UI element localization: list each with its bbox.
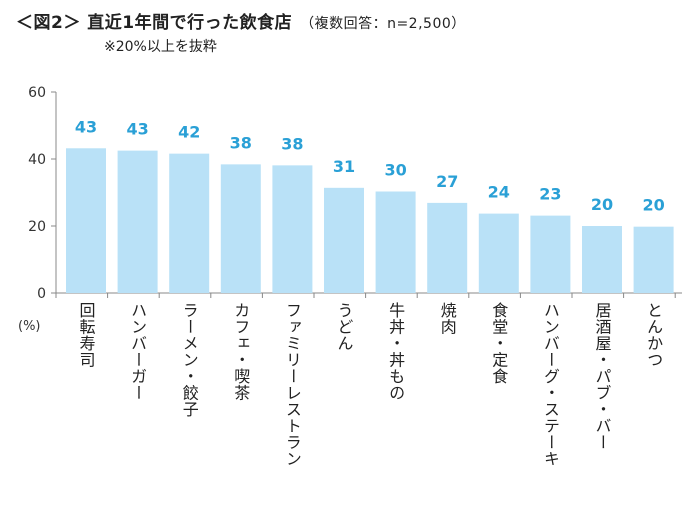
bar bbox=[117, 150, 158, 293]
data-label: 42 bbox=[178, 123, 200, 142]
category-label: ファミリーレストラン bbox=[283, 302, 302, 467]
bar bbox=[582, 226, 622, 293]
data-label: 23 bbox=[539, 185, 561, 204]
bar bbox=[427, 202, 468, 293]
bar bbox=[272, 165, 313, 293]
chart-note: ※20%以上を抜粋 bbox=[104, 39, 217, 55]
y-tick-label: 60 bbox=[28, 85, 46, 101]
bar bbox=[478, 213, 519, 293]
category-label: 居酒屋・パブ・バー bbox=[593, 302, 612, 451]
bar bbox=[66, 148, 106, 293]
bar bbox=[375, 191, 416, 293]
category-label: 焼肉 bbox=[438, 302, 457, 335]
data-label: 30 bbox=[384, 160, 406, 179]
axes: 0 20 40 60 (%) bbox=[18, 85, 682, 334]
y-unit-label: (%) bbox=[18, 319, 41, 334]
y-tick-label: 20 bbox=[28, 219, 46, 235]
category-label: うどん bbox=[335, 302, 354, 352]
chart-title: ＜図2＞ 直近1年間で行った飲食店 （複数回答：n=2,500） bbox=[16, 8, 466, 33]
data-label: 27 bbox=[436, 172, 458, 191]
y-tick-label: 40 bbox=[28, 152, 46, 168]
chart-subtitle: （複数回答：n=2,500） bbox=[300, 16, 466, 32]
data-label: 43 bbox=[126, 120, 148, 139]
category-label: 牛丼・丼もの bbox=[386, 302, 405, 401]
category-label: ラーメン・餃子 bbox=[180, 302, 199, 418]
bar bbox=[220, 164, 261, 293]
bar bbox=[633, 226, 674, 293]
data-label: 38 bbox=[230, 133, 252, 152]
category-labels: 回転寿司 ハンバーガー ラーメン・餃子 カフェ・喫茶 ファミリーレストラン うどん 牛丼・丼… bbox=[77, 302, 664, 467]
category-label: ハンバーグ・ステーキ bbox=[541, 302, 560, 467]
data-label: 20 bbox=[642, 196, 664, 215]
category-label: とんかつ bbox=[644, 302, 663, 368]
category-label: カフェ・喫茶 bbox=[231, 302, 250, 401]
data-label: 24 bbox=[488, 183, 510, 202]
bar bbox=[169, 153, 210, 293]
bars bbox=[66, 148, 674, 293]
data-label: 43 bbox=[75, 117, 97, 136]
category-label: ハンバーガー bbox=[128, 302, 147, 401]
bar bbox=[324, 187, 364, 293]
category-label: 回転寿司 bbox=[77, 302, 96, 368]
category-label: 食堂・定食 bbox=[489, 302, 508, 385]
bar bbox=[530, 215, 571, 293]
chart-title-main: ＜図2＞ 直近1年間で行った飲食店 bbox=[16, 13, 293, 33]
data-label: 38 bbox=[281, 134, 303, 153]
data-labels: 43 43 42 38 38 31 30 27 24 23 20 20 bbox=[75, 117, 665, 214]
data-label: 20 bbox=[591, 195, 613, 214]
y-tick-label: 0 bbox=[37, 286, 46, 302]
data-label: 31 bbox=[333, 157, 355, 176]
